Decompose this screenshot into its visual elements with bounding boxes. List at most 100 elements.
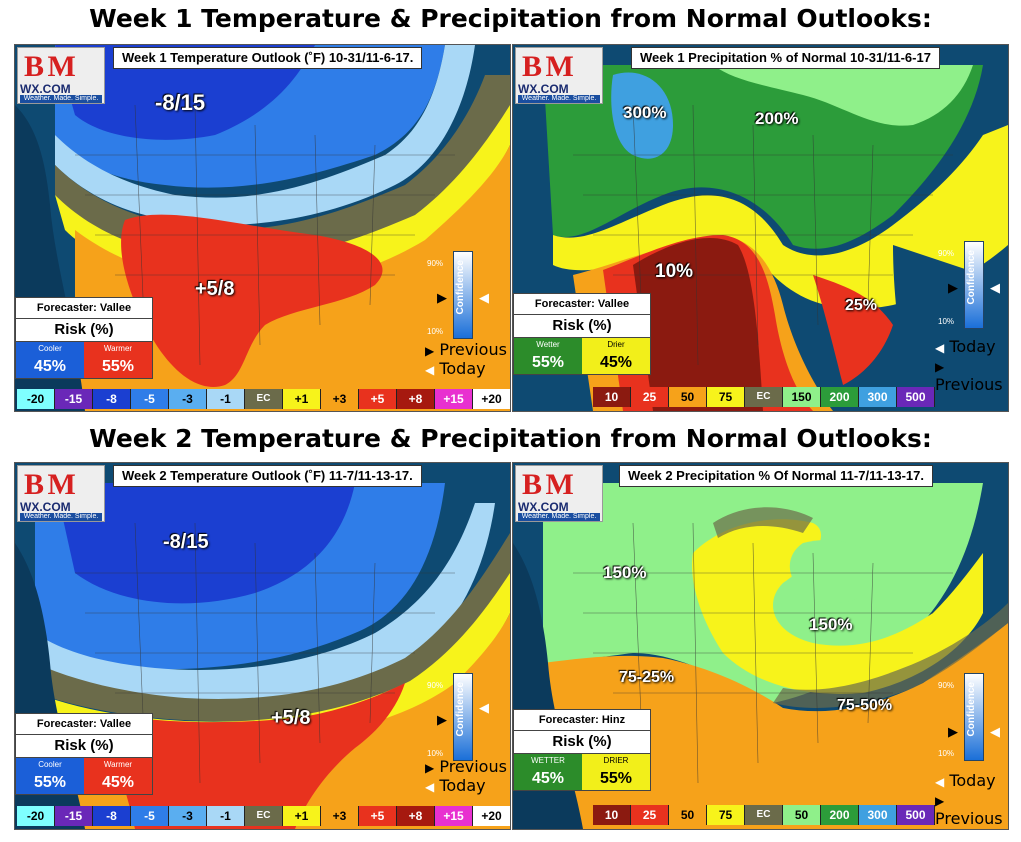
confidence-high: 90%	[938, 249, 955, 258]
contour-label: 75-50%	[837, 697, 893, 714]
legend-swatch: -20	[17, 806, 55, 826]
marker-key: ▶ Previous ◀ Today	[425, 757, 507, 795]
logo-wordmark: WX.COM	[518, 500, 569, 514]
risk-right-label: DRIER	[582, 754, 650, 768]
risk-title: Risk (%)	[16, 735, 152, 758]
bam-logo: B M WX.COM Weather. Made. Simple.	[515, 465, 603, 522]
risk-left-pct: 55%	[514, 352, 582, 374]
today-marker-icon: ◀	[990, 725, 1000, 740]
today-key-icon: ◀	[425, 363, 435, 377]
contour-label: 200%	[755, 109, 799, 128]
previous-key-label: Previous	[439, 340, 507, 359]
risk-box: Forecaster: Vallee Risk (%) Cooler Warmer…	[15, 713, 153, 795]
today-key-icon: ◀	[935, 341, 945, 355]
legend-swatch: EC	[245, 389, 283, 409]
logo-tagline: Weather. Made. Simple.	[518, 95, 600, 103]
precipitation-contour-map	[513, 45, 1008, 411]
week1-title: Week 1 Temperature & Precipitation from …	[89, 4, 932, 33]
previous-key-label: Previous	[935, 809, 1003, 828]
risk-box: Forecaster: Vallee Risk (%) Wetter Drier …	[513, 293, 651, 375]
legend-swatch: 75	[707, 387, 745, 407]
forecaster-label: Forecaster: Hinz	[514, 710, 650, 731]
today-marker-icon: ◀	[479, 701, 489, 716]
legend-swatch: 75	[707, 805, 745, 825]
logo-tagline: Weather. Made. Simple.	[20, 513, 102, 521]
marker-key: ◀ Today ▶ Previous	[935, 337, 1008, 394]
previous-key-label: Previous	[935, 375, 1003, 394]
legend-swatch: 50	[783, 805, 821, 825]
logo-mark: B M	[24, 50, 76, 83]
legend-swatch: 200	[821, 805, 859, 825]
contour-label: 75-25%	[619, 669, 675, 686]
contour-label: 10%	[655, 261, 694, 282]
legend-swatch: -15	[55, 389, 93, 409]
legend-swatch: EC	[745, 387, 783, 407]
legend-swatch: +5	[359, 389, 397, 409]
legend-swatch: +1	[283, 806, 321, 826]
confidence-bar: Confidence	[453, 251, 473, 339]
confidence-label: Confidence	[455, 682, 466, 737]
map-header: Week 2 Temperature Outlook (˚F) 11-7/11-…	[113, 465, 422, 487]
color-legend: -20 -15 -8 -5 -3 -1 EC +1 +3 +5 +8 +15 +20	[17, 806, 510, 826]
legend-swatch: 50	[669, 387, 707, 407]
risk-left-label: Cooler	[16, 758, 84, 772]
previous-key-icon: ▶	[425, 344, 435, 358]
confidence-low: 10%	[427, 749, 444, 758]
legend-swatch: -3	[169, 806, 207, 826]
confidence-high: 90%	[427, 259, 444, 268]
week2-temperature-map: B M WX.COM Weather. Made. Simple. Week 2…	[14, 462, 511, 830]
logo-mark: B M	[522, 468, 574, 501]
previous-marker-icon: ▶	[948, 725, 958, 740]
legend-swatch: -8	[93, 806, 131, 826]
contour-label: +5/8	[195, 278, 235, 300]
legend-swatch: 25	[631, 805, 669, 825]
risk-left-label: Wetter	[514, 338, 582, 352]
week1-precipitation-map: B M WX.COM Weather. Made. Simple. Week 1…	[512, 44, 1009, 412]
bam-logo: B M WX.COM Weather. Made. Simple.	[17, 465, 105, 522]
map-header: Week 2 Precipitation % Of Normal 11-7/11…	[619, 465, 933, 487]
previous-key-icon: ▶	[425, 761, 435, 775]
confidence-high: 90%	[938, 681, 955, 690]
today-marker-icon: ◀	[990, 281, 1000, 296]
contour-label: 25%	[845, 297, 878, 314]
logo-wordmark: WX.COM	[20, 82, 71, 96]
previous-key-icon: ▶	[935, 794, 945, 808]
color-legend: -20 -15 -8 -5 -3 -1 EC +1 +3 +5 +8 +15 +20	[17, 389, 510, 409]
legend-swatch: +20	[473, 806, 510, 826]
contour-label: 300%	[623, 103, 667, 122]
risk-left-pct: 45%	[514, 768, 582, 790]
confidence-indicator: 90% Confidence 10% ▶ ◀	[928, 669, 1008, 819]
legend-swatch: 25	[631, 387, 669, 407]
color-legend: 10 25 50 75 EC 50 200 300 500	[593, 805, 935, 825]
logo-wordmark: WX.COM	[518, 82, 569, 96]
temperature-contour-map	[15, 463, 510, 829]
confidence-high: 90%	[427, 681, 444, 690]
legend-swatch: 150	[783, 387, 821, 407]
legend-swatch: +15	[435, 806, 473, 826]
legend-swatch: 10	[593, 805, 631, 825]
legend-swatch: 200	[821, 387, 859, 407]
marker-key: ▶ Previous ◀ Today	[425, 340, 507, 378]
risk-right-label: Warmer	[84, 342, 152, 356]
risk-right-pct: 45%	[582, 352, 650, 374]
logo-mark: B M	[24, 468, 76, 501]
risk-title: Risk (%)	[16, 319, 152, 342]
bam-logo: B M WX.COM Weather. Made. Simple.	[17, 47, 105, 104]
legend-swatch: -15	[55, 806, 93, 826]
legend-swatch: -1	[207, 806, 245, 826]
confidence-low: 10%	[938, 317, 955, 326]
risk-title: Risk (%)	[514, 731, 650, 754]
confidence-indicator: 90% Confidence 10% ▶ ◀	[928, 237, 1008, 387]
legend-swatch: 50	[669, 805, 707, 825]
legend-swatch: -3	[169, 389, 207, 409]
marker-key: ◀ Today ▶ Previous	[935, 771, 1008, 828]
legend-swatch: -8	[93, 389, 131, 409]
confidence-label: Confidence	[966, 682, 977, 737]
confidence-bar: Confidence	[453, 673, 473, 761]
risk-right-label: Drier	[582, 338, 650, 352]
risk-title: Risk (%)	[514, 315, 650, 338]
previous-marker-icon: ▶	[948, 281, 958, 296]
today-key-icon: ◀	[935, 775, 945, 789]
legend-swatch: 500	[897, 387, 935, 407]
map-header: Week 1 Precipitation % of Normal 10-31/1…	[631, 47, 940, 69]
